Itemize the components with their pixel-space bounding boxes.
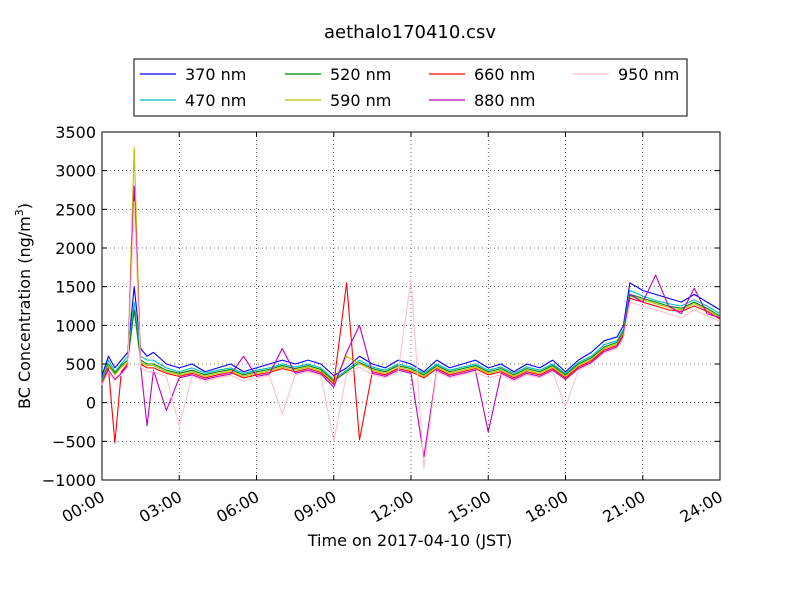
y-axis-label: BC Concentration (ng/m3) — [13, 203, 34, 409]
series-line-950-nm — [101, 201, 721, 469]
legend-label: 520 nm — [330, 65, 391, 84]
series-line-520-nm — [101, 293, 721, 382]
y-axis: −1000 −500 0 500 1000 1500 2000 2500 3000 3500 — [42, 123, 720, 490]
y-tick-label: −500 — [52, 432, 96, 451]
y-tick-label: 2000 — [55, 239, 96, 258]
series-line-880-nm — [101, 185, 721, 458]
y-tick-label: 3000 — [55, 162, 96, 181]
series-line-660-nm — [101, 189, 721, 444]
y-axis-label-close: ) — [15, 203, 34, 209]
y-axis-label-superscript: 3 — [13, 209, 26, 216]
y-tick-label: 3500 — [55, 123, 96, 142]
legend-label: 660 nm — [474, 65, 535, 84]
series-line-370-nm — [101, 282, 721, 377]
chart-title: aethalo170410.csv — [324, 22, 496, 43]
legend-label: 370 nm — [185, 65, 246, 84]
series-line-470-nm — [101, 289, 721, 381]
legend: 370 nm 470 nm 520 nm 590 nm 660 nm 880 nm 950 … — [133, 58, 688, 117]
series-line-590-nm — [101, 146, 721, 384]
y-tick-label: 2500 — [55, 200, 96, 219]
series-group — [101, 146, 721, 469]
legend-label: 950 nm — [618, 65, 679, 84]
y-tick-label: 500 — [65, 355, 96, 374]
y-tick-label: 1000 — [55, 316, 96, 335]
y-tick-label: −1000 — [42, 471, 96, 490]
x-axis-label: Time on 2017-04-10 (JST) — [307, 531, 512, 550]
y-tick-label: 0 — [86, 394, 96, 413]
legend-label: 590 nm — [330, 91, 391, 110]
legend-box — [133, 58, 688, 117]
legend-label: 470 nm — [185, 91, 246, 110]
legend-label: 880 nm — [474, 91, 535, 110]
y-tick-label: 1500 — [55, 278, 96, 297]
